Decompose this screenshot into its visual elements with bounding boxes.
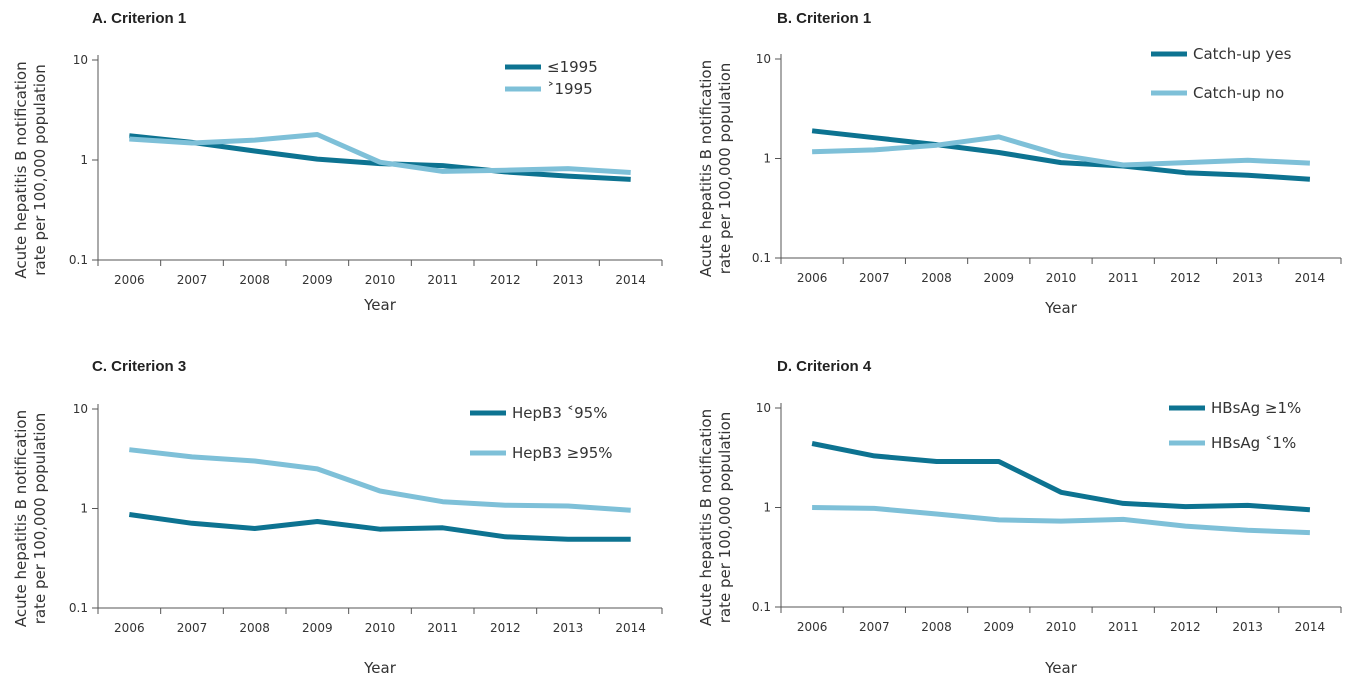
x-tick-label: 2014	[615, 621, 646, 635]
x-tick-label: 2007	[859, 271, 890, 285]
legend-label: HepB3 ≥95%	[512, 444, 613, 462]
x-tick-label: 2008	[921, 271, 952, 285]
x-tick-label: 2008	[239, 621, 270, 635]
y-tick-label: 0.1	[752, 600, 771, 614]
x-tick-label: 2009	[302, 273, 333, 287]
y-tick-label: 1	[80, 153, 88, 167]
series-line-2	[129, 132, 631, 175]
x-axis-title: Year	[1044, 299, 1078, 317]
axes: 10 1 0.1 2006 2007 2008 2009 2010 2011 2012 2013 20…	[69, 402, 663, 635]
chart-svg: 10 1 0.1 2006 2007 2008 2009 2010 2011 2012 2013 20…	[12, 53, 663, 314]
chart-panel-a: A. Criterion 1 10 1 0.1 2006 2007 2008 2009 201…	[0, 0, 680, 340]
chart-panel-b: B. Criterion 1 10 1 0.1 2006 2007 2008 2009 201…	[685, 0, 1363, 340]
y-axis-title: Acute hepatitis B notificationrate per 1…	[697, 409, 734, 626]
y-tick-label: 10	[756, 401, 771, 415]
x-tick-label: 2010	[1046, 620, 1077, 634]
chart-title: C. Criterion 3	[92, 358, 187, 375]
x-tick-label: 2012	[490, 273, 521, 287]
legend-label: Catch-up no	[1193, 84, 1284, 102]
series-line-1	[811, 441, 1311, 513]
legend: ≤1995 ˃1995	[505, 58, 598, 98]
x-tick-label: 2014	[1295, 271, 1326, 285]
legend-label: HBsAg ˂1%	[1211, 434, 1296, 452]
series-line-1	[811, 128, 1311, 182]
legend: Catch-up yes Catch-up no	[1151, 45, 1292, 102]
x-tick-label: 2007	[177, 273, 208, 287]
x-tick-label: 2013	[553, 621, 584, 635]
x-tick-label: 2007	[177, 621, 208, 635]
series-line-2	[812, 134, 1311, 168]
axes: 10 1 0.1 2006 2007 2008 2009 2010 2011 2012 2013 20…	[69, 53, 663, 287]
legend-label: Catch-up yes	[1193, 45, 1292, 63]
x-tick-label: 2011	[427, 273, 458, 287]
x-tick-label: 2011	[1108, 620, 1139, 634]
y-axis-title: Acute hepatitis B notificationrate per 1…	[12, 61, 49, 278]
x-tick-label: 2010	[1046, 271, 1077, 285]
chart-title: B. Criterion 1	[777, 10, 872, 27]
y-tick-label: 1	[763, 152, 771, 166]
x-tick-label: 2011	[427, 621, 458, 635]
x-tick-label: 2013	[1232, 620, 1263, 634]
legend-label: HBsAg ≥1%	[1211, 399, 1301, 417]
series-line-2	[129, 447, 631, 513]
legend: HepB3 ˂95% HepB3 ≥95%	[470, 404, 613, 462]
x-tick-label: 2012	[1170, 620, 1201, 634]
y-tick-label: 1	[763, 501, 771, 515]
x-tick-label: 2009	[302, 621, 333, 635]
legend-label: ˃1995	[547, 80, 593, 98]
x-tick-label: 2012	[490, 621, 521, 635]
x-tick-label: 2011	[1108, 271, 1139, 285]
x-axis-title: Year	[363, 659, 397, 677]
x-tick-label: 2009	[984, 271, 1015, 285]
legend-label: ≤1995	[547, 58, 598, 76]
x-tick-label: 2012	[1170, 271, 1201, 285]
y-tick-label: 10	[73, 53, 88, 67]
x-tick-label: 2010	[365, 273, 396, 287]
x-tick-label: 2006	[797, 620, 828, 634]
chart-svg: 10 1 0.1 2006 2007 2008 2009 2010 2011 2012 2013 20…	[697, 399, 1342, 677]
x-tick-label: 2008	[921, 620, 952, 634]
chart-svg: 10 1 0.1 2006 2007 2008 2009 2010 2011 2012 2013 20…	[12, 402, 663, 677]
x-tick-label: 2006	[797, 271, 828, 285]
axes: 10 1 0.1 2006 2007 2008 2009 2010 2011 2012 2013 20…	[752, 401, 1342, 634]
series-line-1	[128, 512, 631, 542]
x-tick-label: 2014	[1295, 620, 1326, 634]
y-tick-label: 0.1	[69, 601, 88, 615]
chart-panel-c: C. Criterion 3 10 1 0.1 2006 2007 2008 2009 201…	[0, 350, 680, 682]
x-tick-label: 2009	[984, 620, 1015, 634]
x-tick-label: 2008	[239, 273, 270, 287]
y-tick-label: 1	[80, 502, 88, 516]
x-tick-label: 2013	[1232, 271, 1263, 285]
x-tick-label: 2006	[114, 273, 145, 287]
series-line-2	[812, 505, 1310, 536]
y-tick-label: 0.1	[752, 251, 771, 265]
x-tick-label: 2013	[553, 273, 584, 287]
chart-title: D. Criterion 4	[777, 358, 872, 375]
chart-panel-d: D. Criterion 4 10 1 0.1 2006 2007 2008 2009 201…	[685, 350, 1363, 682]
x-tick-label: 2010	[365, 621, 396, 635]
x-axis-title: Year	[363, 296, 397, 314]
y-axis-title: Acute hepatitis B notificationrate per 1…	[697, 60, 734, 277]
y-tick-label: 0.1	[69, 253, 88, 267]
y-tick-label: 10	[73, 402, 88, 416]
y-tick-label: 10	[756, 52, 771, 66]
y-axis-title: Acute hepatitis B notificationrate per 1…	[12, 410, 49, 627]
axes: 10 1 0.1 2006 2007 2008 2009 2010 2011 2012 2013 20…	[752, 52, 1342, 285]
x-tick-label: 2007	[859, 620, 890, 634]
x-axis-title: Year	[1044, 659, 1078, 677]
legend-label: HepB3 ˂95%	[512, 404, 607, 422]
x-tick-label: 2006	[114, 621, 145, 635]
legend: HBsAg ≥1% HBsAg ˂1%	[1169, 399, 1301, 452]
x-tick-label: 2014	[615, 273, 646, 287]
chart-title: A. Criterion 1	[92, 10, 187, 27]
chart-svg: 10 1 0.1 2006 2007 2008 2009 2010 2011 2012 2013 20…	[697, 45, 1342, 317]
